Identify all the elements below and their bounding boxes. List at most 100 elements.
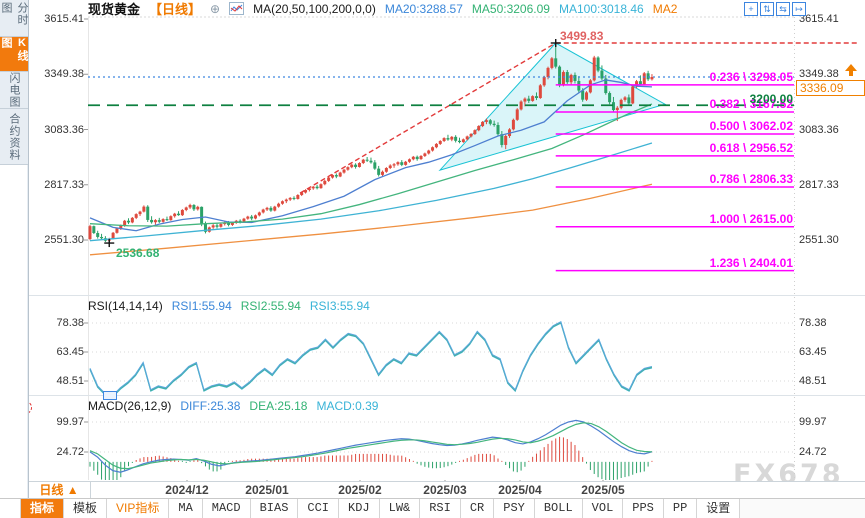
diff-value: DIFF:25.38 <box>180 399 241 413</box>
toolbar-item-设置[interactable]: 设置 <box>697 499 741 518</box>
price-axis-label-right: 3615.41 <box>799 13 839 25</box>
toolbar-item-KDJ[interactable]: KDJ <box>339 499 380 518</box>
toolbar-item-MA[interactable]: MA <box>169 499 203 518</box>
sidebar-tab-contract-info[interactable]: 合约资料 <box>0 109 28 165</box>
toolbar-item-CCI[interactable]: CCI <box>298 499 340 518</box>
toolbar-item-VIP指标[interactable]: VIP指标 <box>107 499 170 518</box>
macd-axis-label-left: 24.72 <box>56 446 84 458</box>
crosshair-icon[interactable]: + <box>744 2 758 16</box>
chevron-up-icon: ▲ <box>66 483 79 497</box>
rsi-params-label: RSI(14,14,14) <box>88 299 163 313</box>
toolbar-item-PP[interactable]: PP <box>663 499 698 518</box>
sidebar-tab-timeshare[interactable]: 分时图 <box>0 2 28 37</box>
toolbar-item-BIAS[interactable]: BIAS <box>250 499 299 518</box>
toolbar-corner-cell <box>0 499 21 518</box>
fib-level-label[interactable]: 0.786 \ 2806.33 <box>709 172 793 187</box>
macd-axis-label-right: 24.72 <box>799 446 827 458</box>
rsi-axis-label-right: 63.45 <box>799 346 827 358</box>
toolbar-item-模板[interactable]: 模板 <box>64 499 108 518</box>
peak-price-label[interactable]: 3499.83 <box>560 29 604 43</box>
rsi2-value: RSI2:55.94 <box>240 299 301 313</box>
toolbar-item-BOLL[interactable]: BOLL <box>534 499 583 518</box>
macd-histogram <box>89 436 653 480</box>
toolbar-items: 指标 模板 VIP指标 MA MACD BIAS CCI KDJ LW& RSI CR PSY BOLL… <box>21 499 741 518</box>
fib-retracement-lines[interactable] <box>555 84 794 272</box>
ma50-value: MA50:3206.09 <box>471 1 550 16</box>
fib-level-label[interactable]: 0.382 \ 3167.52 <box>709 97 793 112</box>
macd-value: MACD:0.39 <box>316 399 379 413</box>
pane-switch-icon[interactable]: ↦ <box>792 2 806 16</box>
main-chart-header: 现货黄金 【日线】 ⊕ MA(20,50,100,200,0,0) MA20:3… <box>88 1 678 18</box>
macd-axis-label-right: 99.97 <box>799 415 827 428</box>
x-scale-icon[interactable]: ⇆ <box>776 2 790 16</box>
candlestick-series <box>88 43 654 244</box>
rsi1-value: RSI1:55.94 <box>171 299 232 313</box>
toolbar-item-VOL[interactable]: VOL <box>582 499 624 518</box>
current-price-tag: 3336.09 <box>796 80 865 96</box>
price-axis-label-left: 3083.36 <box>44 123 84 136</box>
ma100-value: MA100:3018.46 <box>558 1 644 16</box>
rsi-axis-label-right: 48.51 <box>799 375 827 387</box>
ma100-line <box>89 142 653 242</box>
sidebar-tab-kline[interactable]: K线图 <box>0 37 28 72</box>
toolbar-item-RSI[interactable]: RSI <box>420 499 461 518</box>
price-axis-label-left: 2817.33 <box>44 178 84 191</box>
month-axis-label: 2025/05 <box>581 483 625 497</box>
price-axis-label-right: 2551.30 <box>799 234 839 247</box>
trendline-drawing[interactable] <box>299 42 858 194</box>
hline-3200-label[interactable]: 3200.00 <box>749 92 793 106</box>
toolbar-item-PSY[interactable]: PSY <box>494 499 535 518</box>
macd-axis-label-left: 99.97 <box>56 415 84 428</box>
add-indicator-icon[interactable]: ⊕ <box>210 1 221 16</box>
price-axis-label-right: 2817.33 <box>799 178 839 191</box>
price-axis-label-left: 2551.30 <box>44 234 84 247</box>
price-axis-label-left: 3349.38 <box>44 68 84 81</box>
price-axis-label-right: 3349.38 <box>799 68 839 81</box>
toolbar-item-CR[interactable]: CR <box>460 499 495 518</box>
rsi-axis-label-left: 48.51 <box>56 375 84 387</box>
macd-params-label: MACD(26,12,9) <box>88 399 172 413</box>
period-tag: 【日线】 <box>149 2 202 17</box>
toolbar-item-PPS[interactable]: PPS <box>623 499 664 518</box>
rsi3-value: RSI3:55.94 <box>309 299 370 313</box>
sidebar-empty-area <box>0 165 27 518</box>
ma20-value: MA20:3288.57 <box>384 1 463 16</box>
triangle-pattern-overlay[interactable] <box>438 42 667 172</box>
toolbar-item-MACD[interactable]: MACD <box>202 499 251 518</box>
macd-pane-header: MACD(26,12,9) DIFF:25.38 DEA:25.18 MACD:… <box>88 399 378 413</box>
rsi-pane-header: RSI(14,14,14) RSI1:55.94 RSI2:55.94 RSI3… <box>88 299 370 313</box>
ma50-line <box>89 103 653 227</box>
month-axis-label: 2025/01 <box>245 483 289 497</box>
extreme-point-markers <box>104 39 561 248</box>
fib-level-label[interactable]: 1.000 \ 2615.00 <box>709 211 793 226</box>
period-selector[interactable]: 日线 ▲ <box>28 482 91 498</box>
fib-level-label[interactable]: 1.236 \ 2404.01 <box>709 255 793 270</box>
fib-level-label[interactable]: 0.500 \ 3062.02 <box>709 118 793 133</box>
month-axis-label: 2024/12 <box>165 483 209 497</box>
rsi-lines <box>89 320 653 394</box>
chart-tool-icons: + ⇅ ⇆ ↦ <box>744 2 806 16</box>
rsi-axis-label-right: 78.38 <box>799 317 827 329</box>
price-up-arrow-icon[interactable] <box>843 63 859 83</box>
ma-settings-icon[interactable] <box>229 2 245 15</box>
ma200-value-clipped: MA2 <box>652 1 678 16</box>
pane-collapse-handle[interactable] <box>103 391 117 400</box>
ma-params-label: MA(20,50,100,200,0,0) <box>253 1 376 16</box>
ma200-line <box>89 183 653 256</box>
fib-level-label[interactable]: 0.236 \ 3298.05 <box>709 69 793 84</box>
toolbar-item-LW&[interactable]: LW& <box>379 499 421 518</box>
swing-low-price-label[interactable]: 2536.68 <box>116 246 160 260</box>
indicator-toolbar: 指标 模板 VIP指标 MA MACD BIAS CCI KDJ LW& RSI CR PSY BOLL… <box>0 498 865 518</box>
symbol-name: 现货黄金 <box>88 2 141 17</box>
sidebar-tab-lightning[interactable]: 闪电图 <box>0 72 28 109</box>
toolbar-item-指标[interactable]: 指标 <box>21 499 65 518</box>
rsi-axis-label-left: 63.45 <box>56 346 84 358</box>
y-scale-icon[interactable]: ⇅ <box>760 2 774 16</box>
month-axis-label: 2025/04 <box>498 483 542 497</box>
price-axis-label-left: 3615.41 <box>44 13 84 25</box>
price-axis-label-right: 3083.36 <box>799 123 839 136</box>
chart-type-sidebar: 分时图 K线图 闪电图 合约资料 <box>0 0 29 518</box>
fib-level-label[interactable]: 0.618 \ 2956.52 <box>709 140 793 155</box>
